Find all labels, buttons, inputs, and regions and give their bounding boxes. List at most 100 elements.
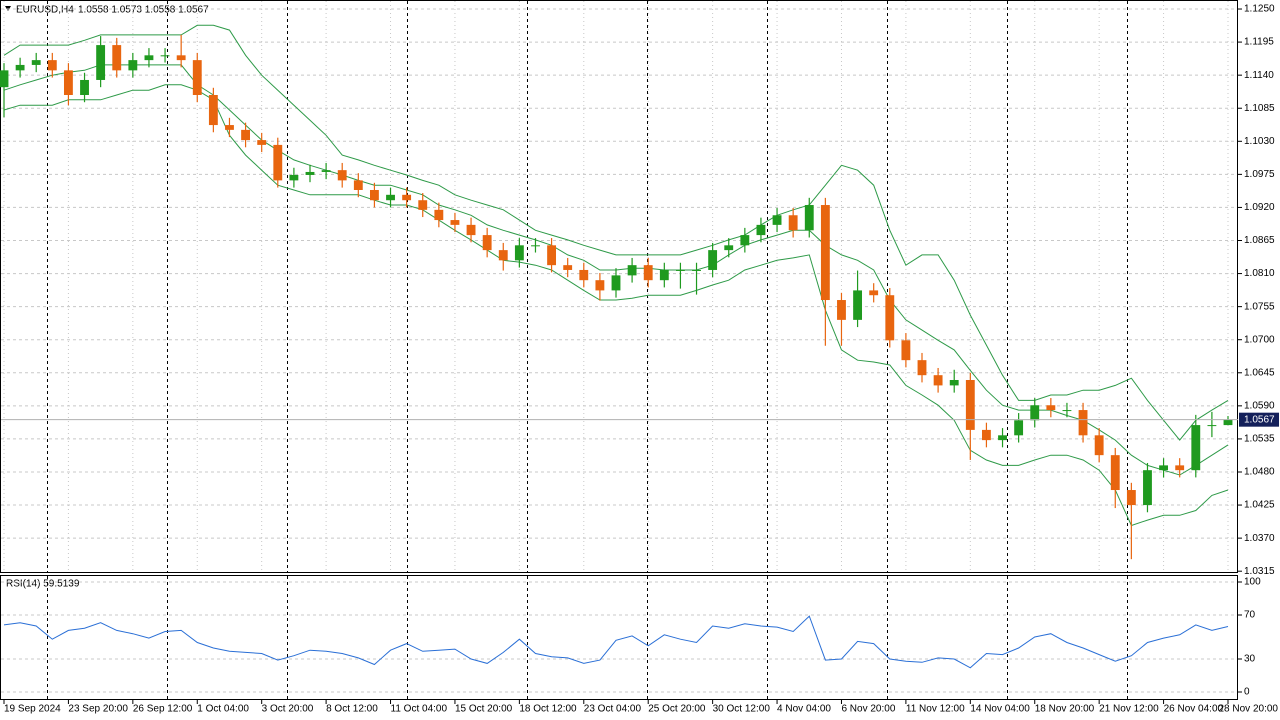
y-tick-label: 1.1195 <box>1244 37 1274 48</box>
candle-body <box>47 60 57 71</box>
symbol-menu-arrow[interactable] <box>5 6 11 11</box>
candle-body <box>1126 490 1136 506</box>
candle-body <box>853 290 863 320</box>
candle-body <box>305 171 315 175</box>
x-tick-label: 18 Nov 20:00 <box>1035 704 1095 715</box>
y-tick-label: 30 <box>1244 654 1256 665</box>
candle-body <box>128 60 138 71</box>
candle-body <box>788 215 798 231</box>
candle-body <box>724 245 734 251</box>
candle-body <box>63 70 73 95</box>
y-tick-label: 1.0865 <box>1244 235 1275 246</box>
candle-body <box>708 250 718 270</box>
candle-body <box>514 245 524 261</box>
candle-body <box>869 290 879 296</box>
candle-body <box>659 269 669 281</box>
candle-body <box>772 215 782 225</box>
candle-body <box>692 269 701 271</box>
candle-body <box>337 170 347 181</box>
candle-body <box>192 60 202 95</box>
y-tick-label: 1.0810 <box>1244 268 1275 279</box>
y-tick-label: 70 <box>1244 610 1256 621</box>
x-tick-label: 11 Oct 04:00 <box>391 704 448 715</box>
y-tick-label: 1.0645 <box>1244 367 1275 378</box>
candle-body <box>1159 465 1169 471</box>
y-tick-label: 1.0700 <box>1244 334 1275 345</box>
grid-layer <box>1 1 1237 693</box>
candle-body <box>1223 419 1233 426</box>
y-tick-label: 1.0975 <box>1244 169 1275 180</box>
price-label: 1.0567 <box>1244 414 1275 425</box>
candle-body <box>595 280 605 291</box>
candle-body <box>402 194 412 201</box>
candle-body <box>418 200 428 210</box>
candle-body <box>257 140 267 145</box>
candle-body <box>1094 435 1104 456</box>
candle-body <box>273 144 283 181</box>
candle-body <box>740 235 750 246</box>
candle-body <box>225 125 234 130</box>
y-tick-label: 1.0590 <box>1244 400 1275 411</box>
candle-body <box>1110 455 1120 491</box>
y-tick-label: 1.0315 <box>1244 566 1275 577</box>
candle-body <box>998 435 1007 441</box>
candle-body <box>386 194 395 201</box>
candle-body <box>208 94 218 126</box>
y-tick-label: 1.0370 <box>1244 533 1275 544</box>
candle-body <box>1207 425 1217 427</box>
x-tick-label: 19 Sep 2024 <box>4 704 61 715</box>
band-line <box>3 84 1229 527</box>
candle-body <box>160 55 170 57</box>
x-tick-label: 15 Oct 20:00 <box>455 704 513 715</box>
y-tick-label: 1.1140 <box>1244 70 1274 81</box>
rsi-title: RSI(14) 59.5139 <box>6 579 80 590</box>
candle-body <box>547 245 557 266</box>
candle-body <box>579 269 589 281</box>
candle-body <box>450 220 460 225</box>
candle-body <box>917 360 927 376</box>
x-tick-label: 30 Oct 12:00 <box>713 704 771 715</box>
separator-layer <box>47 1 1128 699</box>
chart-subtitle: 1.0558 1.0573 1.0558 1.0567 <box>78 5 209 16</box>
candle-body <box>1014 420 1024 436</box>
candle-body <box>1046 405 1056 411</box>
x-tick-label: 18 Oct 12:00 <box>519 704 577 715</box>
candle-body <box>965 379 975 430</box>
candle-body <box>0 70 9 88</box>
candle-body <box>933 375 943 386</box>
candle-body <box>901 340 911 361</box>
candle-body <box>804 205 814 231</box>
candle-body <box>885 295 895 341</box>
candle-body <box>321 170 331 172</box>
x-tick-label: 28 Nov 20:00 <box>1219 704 1279 715</box>
candle-body <box>1062 410 1072 412</box>
candle-body <box>1175 465 1185 471</box>
x-tick-label: 23 Sep 20:00 <box>68 704 128 715</box>
candle-body <box>369 189 379 201</box>
candle-body <box>289 174 299 181</box>
candle-body <box>112 45 122 71</box>
y-tick-label: 1.0755 <box>1244 301 1275 312</box>
x-tick-label: 3 Oct 20:00 <box>262 704 314 715</box>
candle-body <box>80 79 89 95</box>
x-tick-label: 25 Oct 20:00 <box>648 704 706 715</box>
band-line <box>3 24 1229 441</box>
candle-body <box>144 55 154 61</box>
y-tick-label: 1.1085 <box>1244 103 1275 114</box>
x-tick-label: 21 Nov 12:00 <box>1099 704 1159 715</box>
candle-body <box>531 245 540 247</box>
x-tick-label: 1 Oct 04:00 <box>197 704 249 715</box>
candle-body <box>1143 470 1152 506</box>
y-tick-label: 1.0425 <box>1244 500 1275 511</box>
candle-body <box>820 205 830 301</box>
candle-body <box>1078 410 1088 436</box>
x-tick-label: 26 Sep 12:00 <box>133 704 193 715</box>
chart-title: EURUSD,H4 <box>16 5 74 16</box>
rsi-plot-frame <box>0 575 1238 700</box>
candle-body <box>15 64 25 71</box>
price-label-box <box>1239 412 1279 427</box>
candle-body <box>949 379 959 386</box>
main-plot-frame <box>0 0 1238 573</box>
